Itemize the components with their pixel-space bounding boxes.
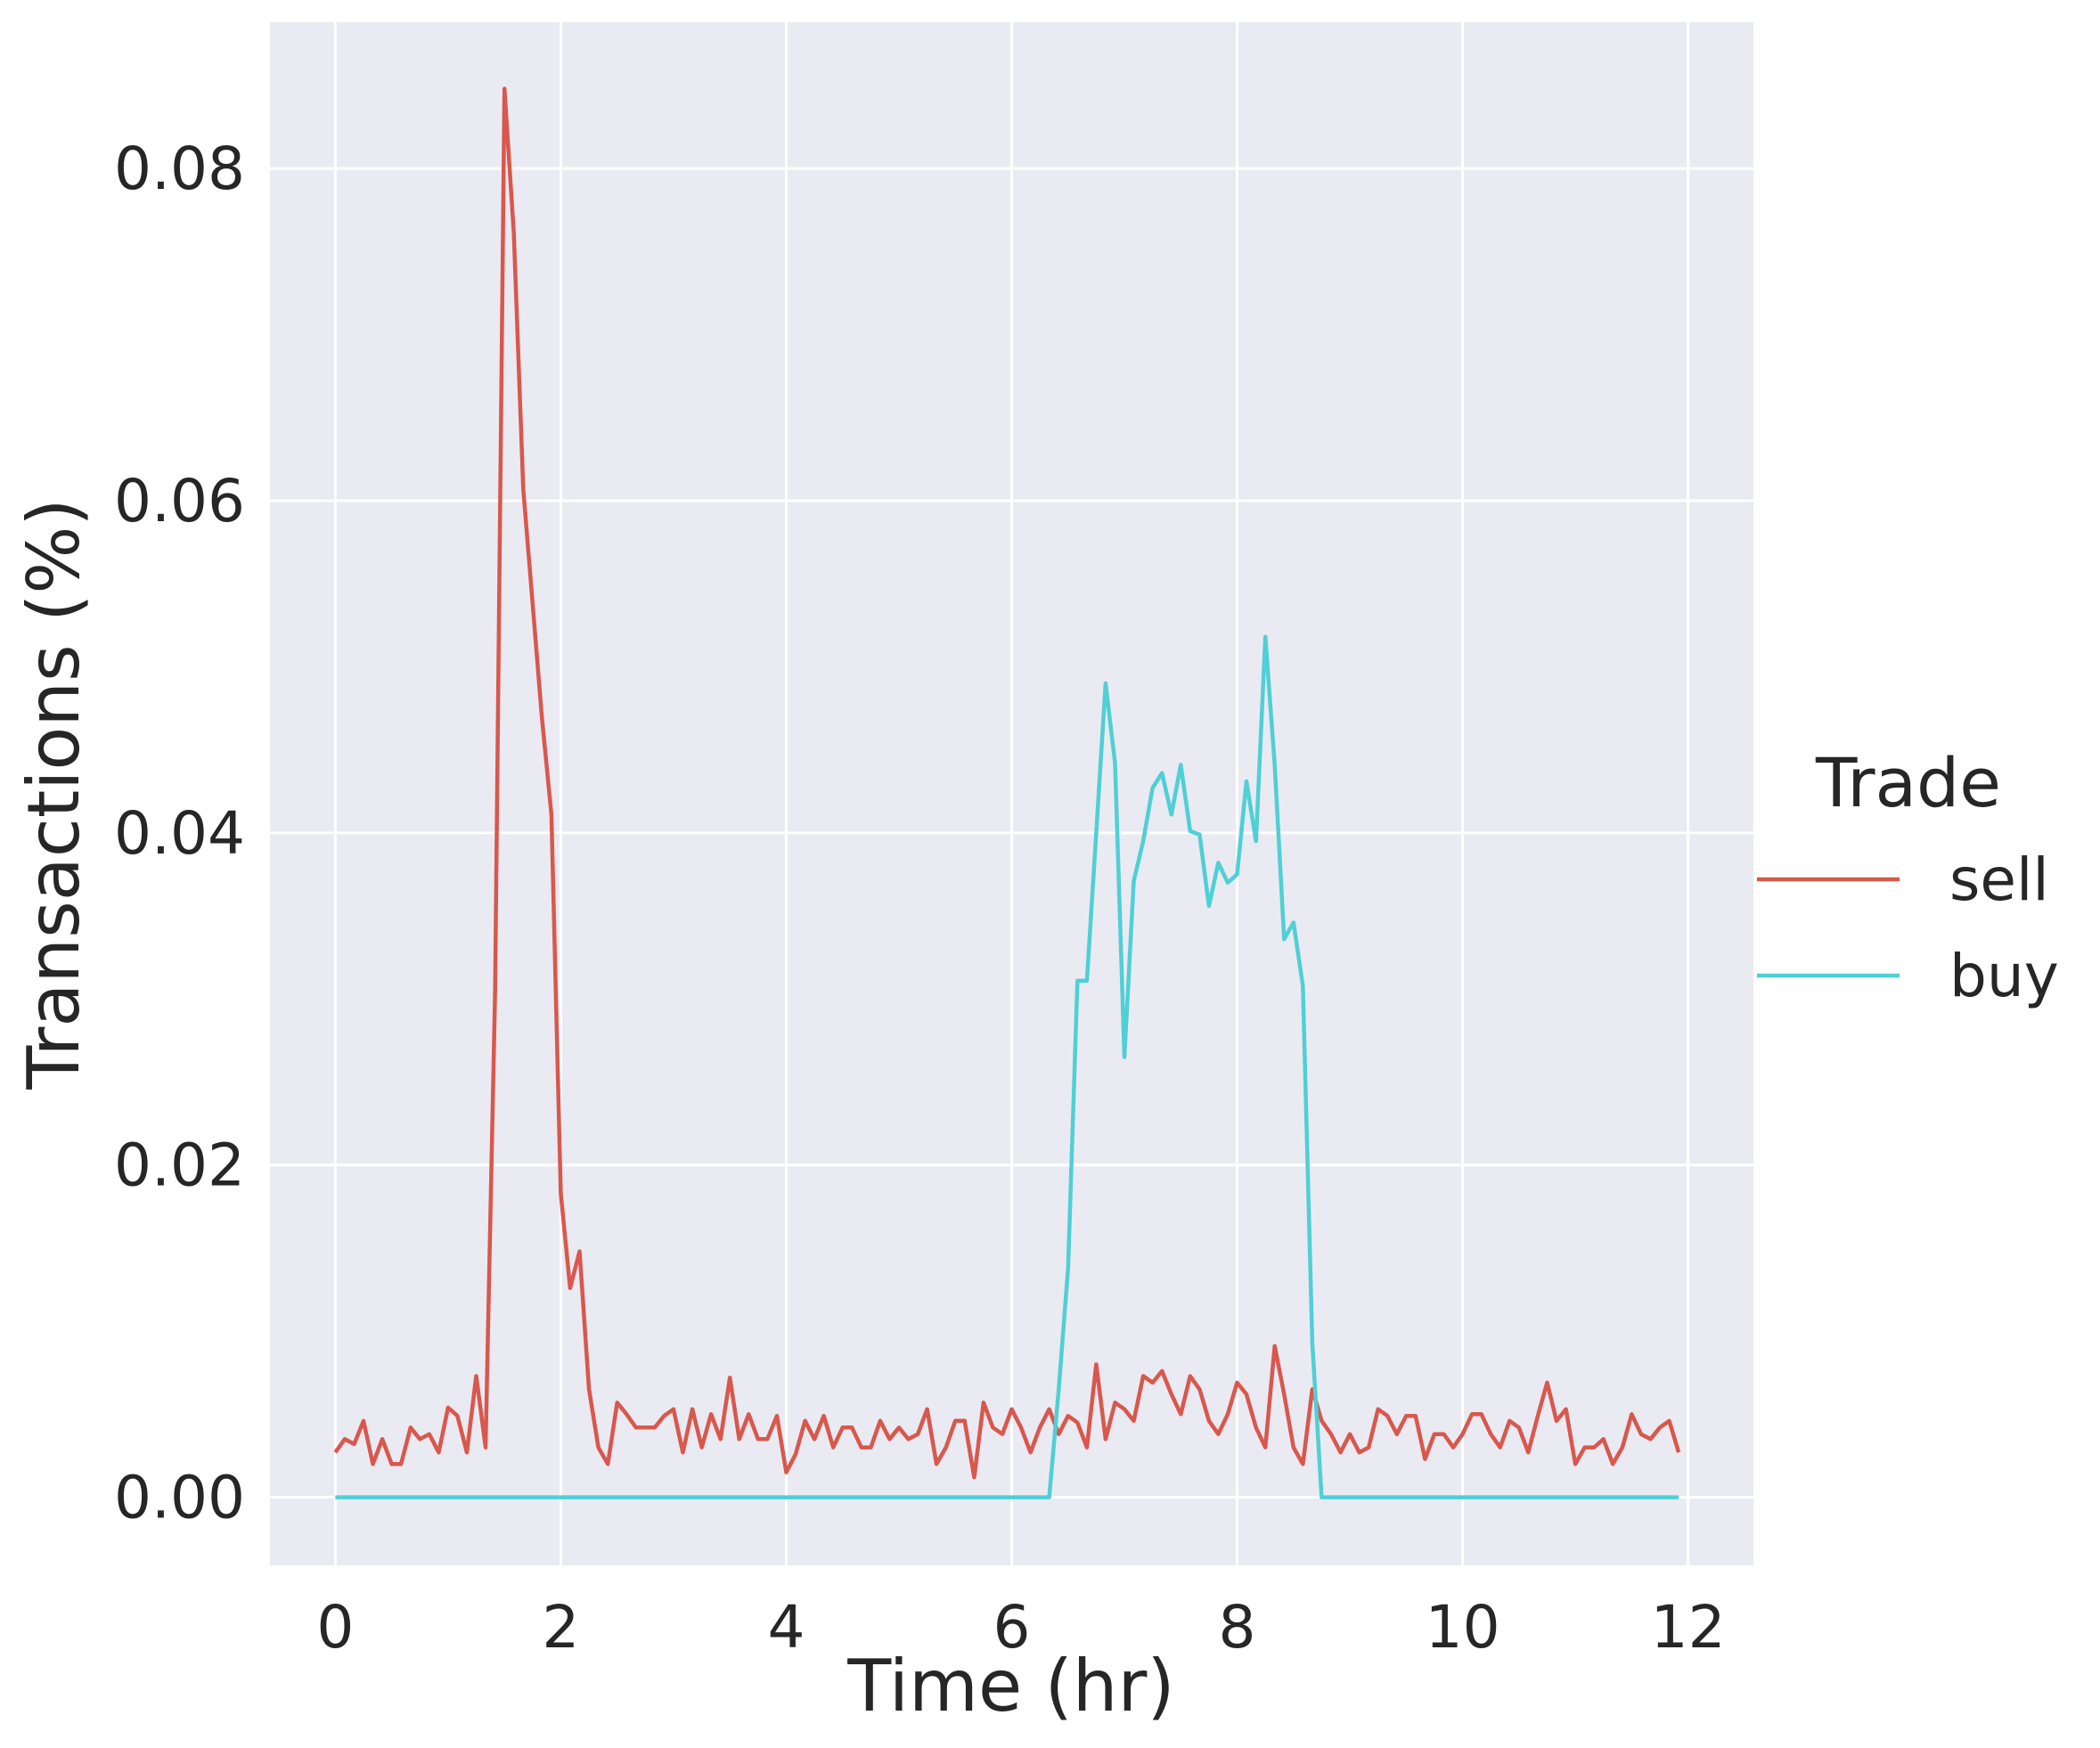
y-tick-label: 0.04	[114, 799, 245, 868]
x-tick-label: 0	[316, 1593, 354, 1662]
legend-title: Trade	[1815, 743, 2001, 822]
y-tick-labels: 0.00 0.02 0.04 0.06 0.08	[114, 135, 245, 1532]
legend-label-sell: sell	[1949, 845, 2049, 914]
x-tick-label: 4	[767, 1593, 805, 1662]
series-line-buy	[335, 634, 1679, 1499]
x-axis-label: Time (hr)	[846, 1645, 1174, 1728]
x-gridlines	[333, 22, 1690, 1565]
x-tick-label: 12	[1651, 1593, 1726, 1662]
x-tick-label: 8	[1219, 1593, 1256, 1662]
series-layer	[333, 86, 1681, 1499]
legend-label-buy: buy	[1949, 942, 2059, 1010]
y-tick-label: 0.00	[114, 1464, 245, 1532]
x-tick-labels: 0 2 4 6 8 10 12	[316, 1593, 1725, 1662]
y-tick-label: 0.02	[114, 1131, 245, 1200]
x-tick-label: 2	[542, 1593, 579, 1662]
y-tick-label: 0.06	[114, 467, 245, 535]
legend-items: sell buy	[1757, 845, 2059, 1010]
series-line-sell	[333, 86, 1681, 1480]
y-axis-label: Transactions (%)	[12, 498, 95, 1090]
legend: Trade sell buy	[1757, 743, 2059, 1010]
x-tick-label: 6	[993, 1593, 1031, 1662]
x-tick-label: 10	[1426, 1593, 1500, 1662]
y-tick-label: 0.08	[114, 135, 245, 203]
